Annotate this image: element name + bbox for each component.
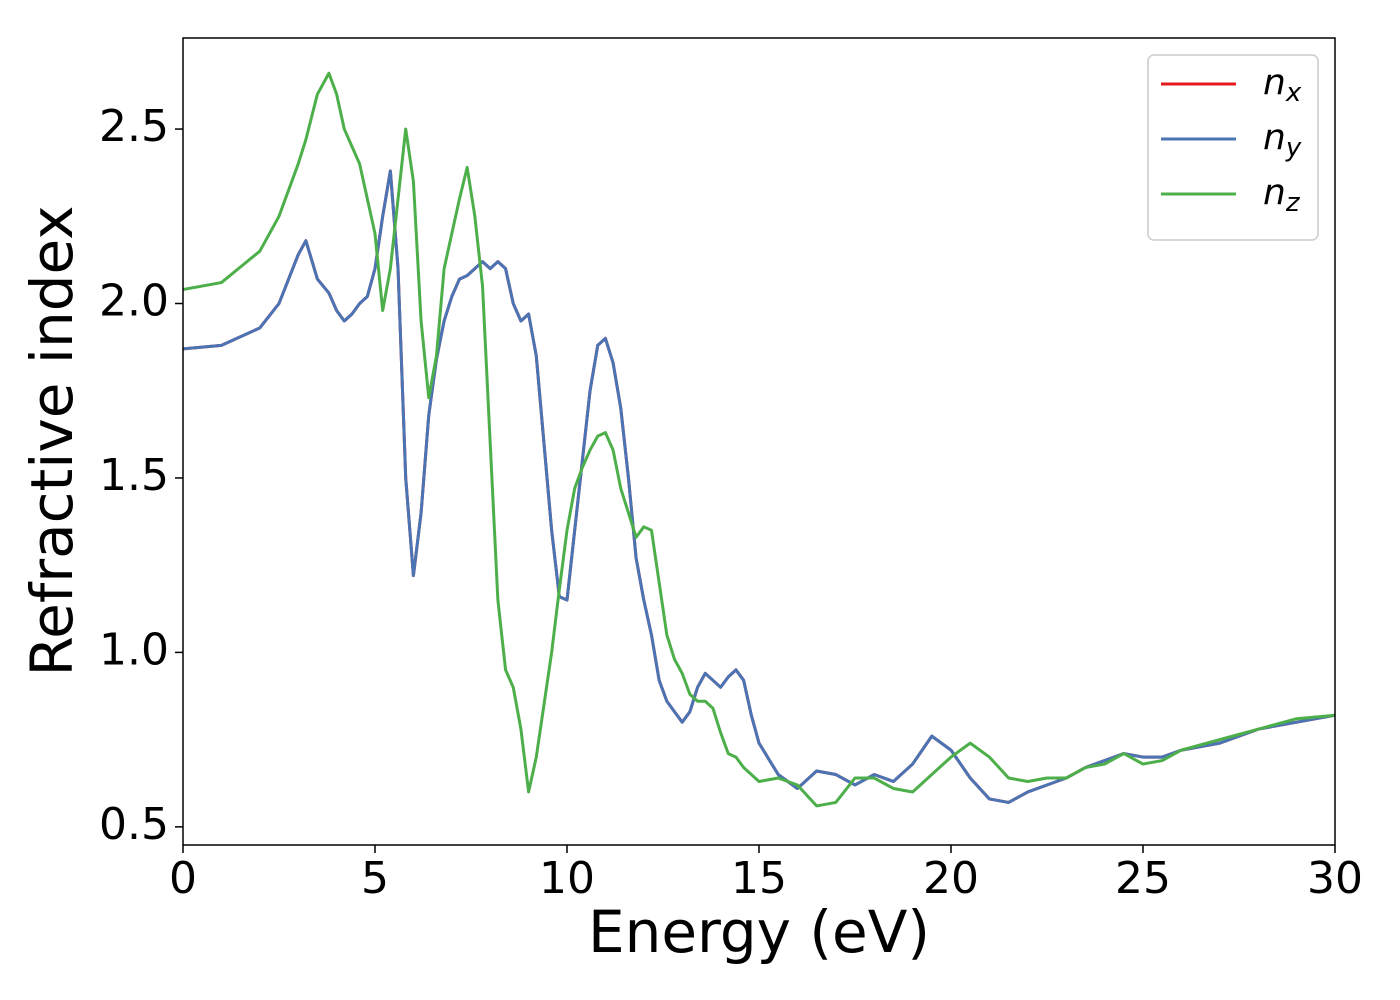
x-axis-label: Energy (eV) [588, 898, 930, 966]
y-tick-label: 0.5 [99, 799, 169, 850]
x-tick-label: 30 [1307, 853, 1363, 904]
legend-label: nx [1263, 62, 1302, 108]
legend-label: ny [1263, 117, 1302, 163]
x-tick-label: 0 [169, 853, 197, 904]
series-line [183, 169, 1335, 804]
series-line [183, 169, 1335, 804]
y-tick-label: 2.0 [99, 276, 169, 327]
y-axis-label: Refractive index [18, 205, 86, 676]
y-tick-label: 2.5 [99, 101, 169, 152]
x-tick-label: 20 [923, 853, 979, 904]
series-line [183, 71, 1335, 808]
x-tick-label: 15 [731, 853, 787, 904]
legend-label: nz [1263, 172, 1301, 218]
x-tick-label: 10 [539, 853, 595, 904]
y-tick-label: 1.0 [99, 624, 169, 675]
plot-frame [182, 37, 1336, 846]
y-tick-label: 1.5 [99, 450, 169, 501]
x-tick-label: 5 [361, 853, 389, 904]
x-tick-label: 25 [1115, 853, 1171, 904]
